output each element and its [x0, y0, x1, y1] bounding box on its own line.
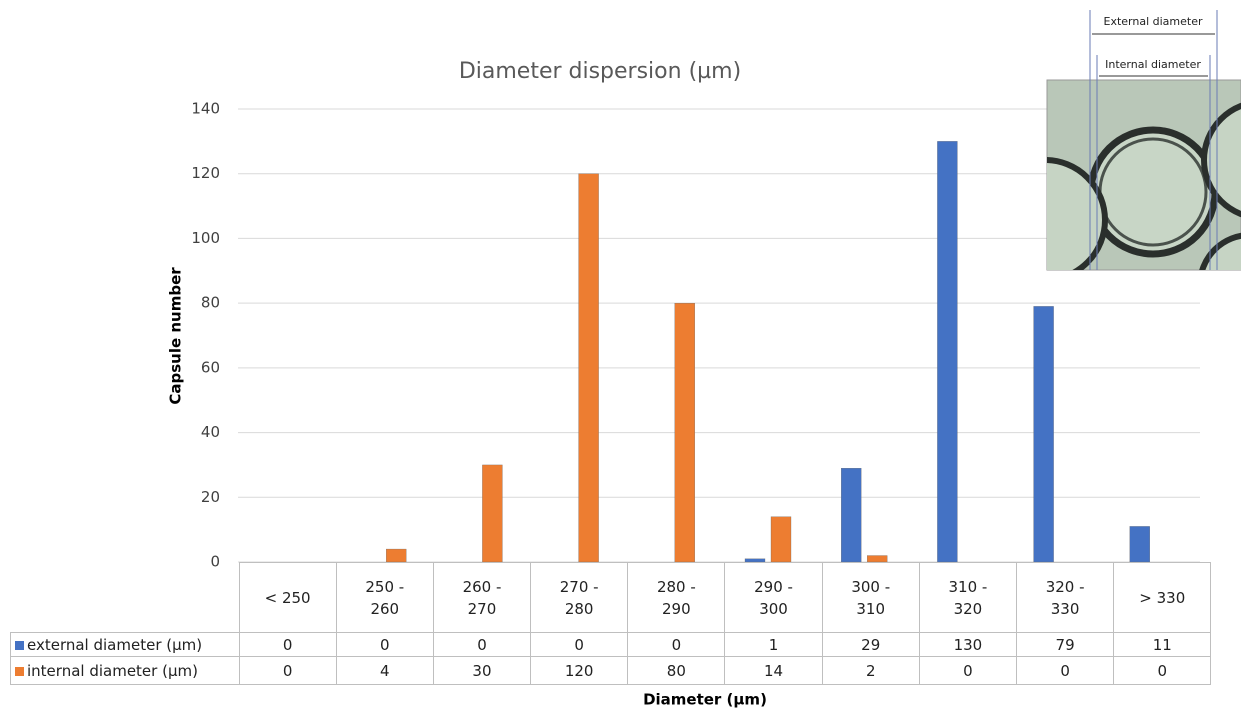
- y-tick-label: 100: [191, 229, 220, 247]
- x-tick-label: 320 - 330: [1037, 576, 1093, 620]
- bar: [1130, 526, 1150, 562]
- category-cell: > 330: [1114, 563, 1211, 633]
- legend-key: [15, 641, 24, 650]
- category-cell: 270 - 280: [531, 563, 628, 633]
- x-tick-label: > 330: [1134, 587, 1190, 609]
- x-tick-label: 280 - 290: [648, 576, 704, 620]
- value-cell: 0: [239, 657, 336, 685]
- legend-label: external diameter (µm): [27, 636, 202, 654]
- bar: [937, 141, 957, 562]
- x-tick-label: 260 - 270: [454, 576, 510, 620]
- bar: [771, 517, 791, 562]
- y-tick-label: 40: [201, 423, 220, 441]
- value-cell: 0: [1114, 657, 1211, 685]
- value-cell: 0: [919, 657, 1016, 685]
- annotation: External diameter: [1104, 15, 1203, 28]
- annotation: Internal diameter: [1105, 58, 1201, 71]
- blank-cell: [11, 563, 240, 633]
- x-tick-label: 290 - 300: [746, 576, 802, 620]
- x-tick-label: 270 - 280: [551, 576, 607, 620]
- value-cell: 4: [336, 657, 433, 685]
- value-cell: 11: [1114, 633, 1211, 657]
- value-cell: 0: [628, 633, 725, 657]
- value-cell: 0: [433, 633, 530, 657]
- y-tick-label: 80: [201, 294, 220, 312]
- x-tick-label: < 250: [260, 587, 316, 609]
- category-cell: 320 - 330: [1017, 563, 1114, 633]
- value-cell: 29: [822, 633, 919, 657]
- data-table: < 250 250 - 260 260 - 270 270 - 280 280 - 29…: [10, 562, 1211, 685]
- page: 020406080100120140 Diameter dispersion (…: [0, 0, 1241, 710]
- category-cell: 280 - 290: [628, 563, 725, 633]
- value-cell: 2: [822, 657, 919, 685]
- y-tick-label: 20: [201, 488, 220, 506]
- x-tick-label: 310 - 320: [940, 576, 996, 620]
- table-header-row: < 250 250 - 260 260 - 270 270 - 280 280 - 29…: [11, 563, 1211, 633]
- legend-cell: external diameter (µm): [11, 633, 240, 657]
- category-cell: 300 - 310: [822, 563, 919, 633]
- value-cell: 120: [531, 657, 628, 685]
- legend-key: [15, 667, 24, 676]
- bar: [841, 468, 861, 562]
- value-cell: 79: [1017, 633, 1114, 657]
- y-tick-label: 140: [191, 100, 220, 118]
- legend-cell: internal diameter (µm): [11, 657, 240, 685]
- value-cell: 130: [919, 633, 1016, 657]
- value-cell: 30: [433, 657, 530, 685]
- x-axis-label: Diameter (µm): [643, 691, 767, 709]
- capsule: [1091, 130, 1215, 254]
- category-cell: 310 - 320: [919, 563, 1016, 633]
- value-cell: 1: [725, 633, 822, 657]
- y-tick-label: 120: [191, 164, 220, 182]
- y-tick-label: 60: [201, 358, 220, 376]
- x-tick-label: 300 - 310: [843, 576, 899, 620]
- value-cell: 0: [1017, 657, 1114, 685]
- bar: [1034, 306, 1054, 562]
- value-cell: 0: [336, 633, 433, 657]
- category-cell: 250 - 260: [336, 563, 433, 633]
- value-cell: 14: [725, 657, 822, 685]
- bar: [675, 303, 695, 562]
- bar: [386, 549, 406, 562]
- chart-title: Diameter dispersion (µm): [459, 59, 741, 84]
- bar: [482, 465, 502, 562]
- x-tick-label: 250 - 260: [357, 576, 413, 620]
- capsule: [985, 160, 1105, 280]
- value-cell: 80: [628, 657, 725, 685]
- value-cell: 0: [239, 633, 336, 657]
- value-cell: 0: [531, 633, 628, 657]
- y-axis-label: Capsule number: [167, 267, 185, 405]
- inset-photo: External diameter Internal diameter: [985, 10, 1241, 335]
- bar: [579, 174, 599, 562]
- legend-label: internal diameter (µm): [27, 662, 198, 680]
- category-cell: < 250: [239, 563, 336, 633]
- category-cell: 290 - 300: [725, 563, 822, 633]
- category-cell: 260 - 270: [433, 563, 530, 633]
